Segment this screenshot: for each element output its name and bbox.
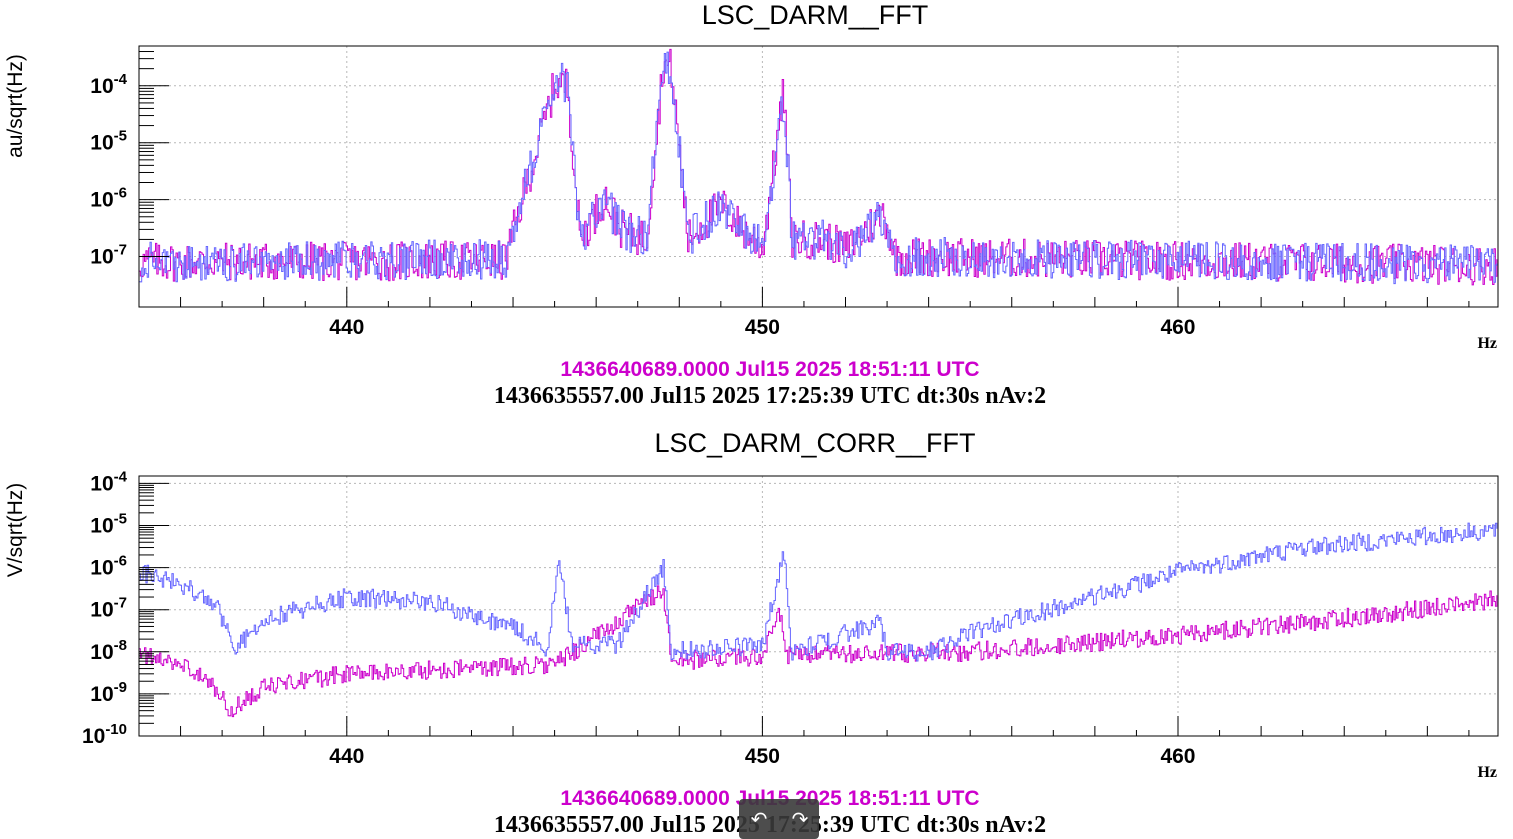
y-tick-label: 10-5 [90, 128, 127, 155]
series-group [139, 48, 1498, 286]
grid-lines [139, 46, 1498, 307]
chart-title: LSC_DARM_CORR__FFT [654, 428, 975, 458]
y-tick-label: 10-7 [90, 595, 127, 622]
y-tick-label: 10-6 [90, 553, 127, 580]
x-axis-unit-label: Hz [1477, 335, 1497, 352]
series-line-magenta [139, 48, 1498, 286]
x-tick-label: 460 [1160, 745, 1195, 768]
plot-frame [138, 475, 1499, 737]
series-line-reference [139, 51, 1498, 285]
chart-panel-lsc-darm: LSC_DARM__FFT au/sqrt(Hz) 440 450 460 10-7… [4, 0, 1499, 409]
x-tick-label: 440 [329, 745, 364, 768]
series-timestamp-reference: 1436635557.00 Jul15 2025 17:25:39 UTC dt… [494, 383, 1046, 409]
series-timestamp-magenta: 1436640689.0000 Jul15 2025 18:51:11 UTC [560, 358, 979, 381]
x-tick-label: 450 [745, 316, 780, 339]
y-tick-label: 10-9 [90, 679, 127, 706]
next-arrow-icon[interactable]: ↷ [792, 809, 809, 831]
viewer-nav-background [739, 799, 819, 839]
y-tick-labels: 10-10 10-9 10-8 10-7 10-6 10-5 10-4 [82, 468, 128, 748]
x-axis-unit-label: Hz [1477, 764, 1497, 781]
y-tick-label: 10-8 [90, 637, 127, 664]
series-line-magenta [139, 585, 1498, 718]
grid-lines [139, 476, 1498, 736]
x-tick-label: 440 [329, 316, 364, 339]
previous-arrow-icon[interactable]: ↶ [751, 809, 768, 831]
y-tick-label: 10-10 [82, 721, 127, 748]
axis-ticks [138, 45, 1470, 307]
y-tick-label: 10-5 [90, 511, 127, 538]
x-tick-labels: 440 450 460 [329, 745, 1195, 768]
y-tick-label: 10-6 [90, 185, 127, 212]
y-tick-label: 10-4 [90, 468, 127, 495]
series-group [139, 522, 1498, 718]
series-timestamp-magenta: 1436640689.0000 Jul15 2025 18:51:11 UTC [560, 787, 979, 810]
axis-ticks [138, 482, 1470, 737]
y-tick-label: 10-7 [90, 242, 127, 269]
series-line-reference [139, 522, 1498, 662]
y-axis-label: au/sqrt(Hz) [4, 54, 27, 158]
chart-title: LSC_DARM__FFT [702, 0, 929, 30]
x-tick-label: 460 [1160, 316, 1195, 339]
y-axis-label: V/sqrt(Hz) [4, 483, 27, 578]
x-tick-labels: 440 450 460 [329, 316, 1195, 339]
plot-frame [138, 45, 1499, 308]
chart-panel-lsc-darm-corr: LSC_DARM_CORR__FFT V/sqrt(Hz) 440 450 460 … [4, 428, 1499, 838]
y-tick-label: 10-4 [90, 71, 127, 98]
viewer-nav-overlay[interactable]: ↶ ↷ [739, 799, 819, 839]
x-tick-label: 450 [745, 745, 780, 768]
y-tick-labels: 10-7 10-6 10-5 10-4 [90, 71, 127, 269]
